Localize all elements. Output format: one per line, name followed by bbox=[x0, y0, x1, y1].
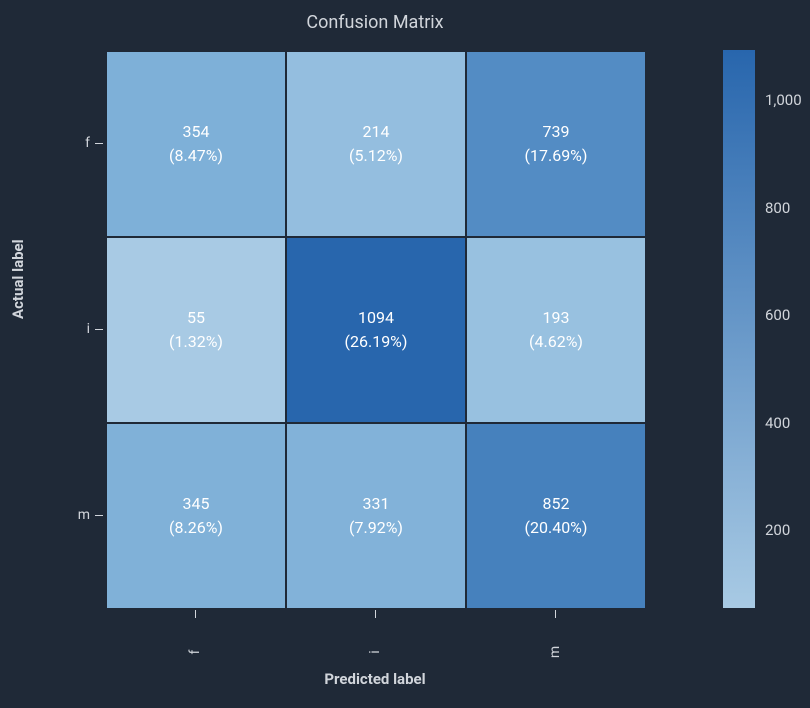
colorbar: 1,000800600400200 bbox=[723, 50, 755, 608]
cell-percent: (8.47%) bbox=[169, 144, 223, 168]
y-tick-0: f bbox=[70, 135, 90, 151]
cell-value: 331 bbox=[363, 492, 390, 516]
heatmap-cell: 852(20.40%) bbox=[466, 423, 646, 609]
heatmap-cell: 55(1.32%) bbox=[106, 237, 286, 423]
x-tick-mark bbox=[375, 610, 376, 618]
colorbar-tick: 1,000 bbox=[765, 91, 802, 109]
cell-percent: (7.92%) bbox=[349, 516, 403, 540]
heatmap-cell: 193(4.62%) bbox=[466, 237, 646, 423]
colorbar-tick: 800 bbox=[765, 199, 790, 217]
confusion-matrix-chart: Confusion Matrix Actual label Predicted … bbox=[0, 0, 810, 708]
y-tick-1: i bbox=[70, 321, 90, 337]
cell-value: 739 bbox=[543, 120, 570, 144]
cell-value: 852 bbox=[543, 492, 570, 516]
colorbar-tick: 400 bbox=[765, 414, 790, 432]
cell-value: 354 bbox=[183, 120, 210, 144]
cell-percent: (26.19%) bbox=[345, 330, 408, 354]
y-tick-mark bbox=[95, 329, 103, 330]
x-tick-2: m bbox=[547, 642, 563, 662]
colorbar-tick: 600 bbox=[765, 306, 790, 324]
heatmap-cell: 345(8.26%) bbox=[106, 423, 286, 609]
x-axis-label: Predicted label bbox=[105, 670, 645, 688]
y-axis-label: Actual label bbox=[9, 239, 27, 319]
x-tick-1: i bbox=[367, 642, 383, 662]
heatmap-cell: 214(5.12%) bbox=[286, 51, 466, 237]
cell-value: 214 bbox=[363, 120, 390, 144]
cell-percent: (17.69%) bbox=[525, 144, 588, 168]
heatmap-cell: 354(8.47%) bbox=[106, 51, 286, 237]
x-tick-0: f bbox=[187, 642, 203, 662]
cell-percent: (8.26%) bbox=[169, 516, 223, 540]
chart-title: Confusion Matrix bbox=[0, 12, 750, 33]
heatmap-grid: 354(8.47%)214(5.12%)739(17.69%)55(1.32%)… bbox=[105, 50, 645, 608]
heatmap-cell: 1094(26.19%) bbox=[286, 237, 466, 423]
heatmap-cell: 331(7.92%) bbox=[286, 423, 466, 609]
cell-percent: (5.12%) bbox=[349, 144, 403, 168]
cell-value: 1094 bbox=[358, 306, 394, 330]
x-tick-mark bbox=[195, 610, 196, 618]
cell-percent: (4.62%) bbox=[529, 330, 583, 354]
y-tick-mark bbox=[95, 143, 103, 144]
cell-percent: (1.32%) bbox=[169, 330, 223, 354]
cell-value: 55 bbox=[187, 306, 205, 330]
x-tick-mark bbox=[555, 610, 556, 618]
colorbar-tick: 200 bbox=[765, 521, 790, 539]
heatmap-cell: 739(17.69%) bbox=[466, 51, 646, 237]
cell-value: 345 bbox=[183, 492, 210, 516]
y-tick-2: m bbox=[70, 507, 90, 523]
y-tick-mark bbox=[95, 515, 103, 516]
cell-percent: (20.40%) bbox=[525, 516, 588, 540]
cell-value: 193 bbox=[543, 306, 570, 330]
